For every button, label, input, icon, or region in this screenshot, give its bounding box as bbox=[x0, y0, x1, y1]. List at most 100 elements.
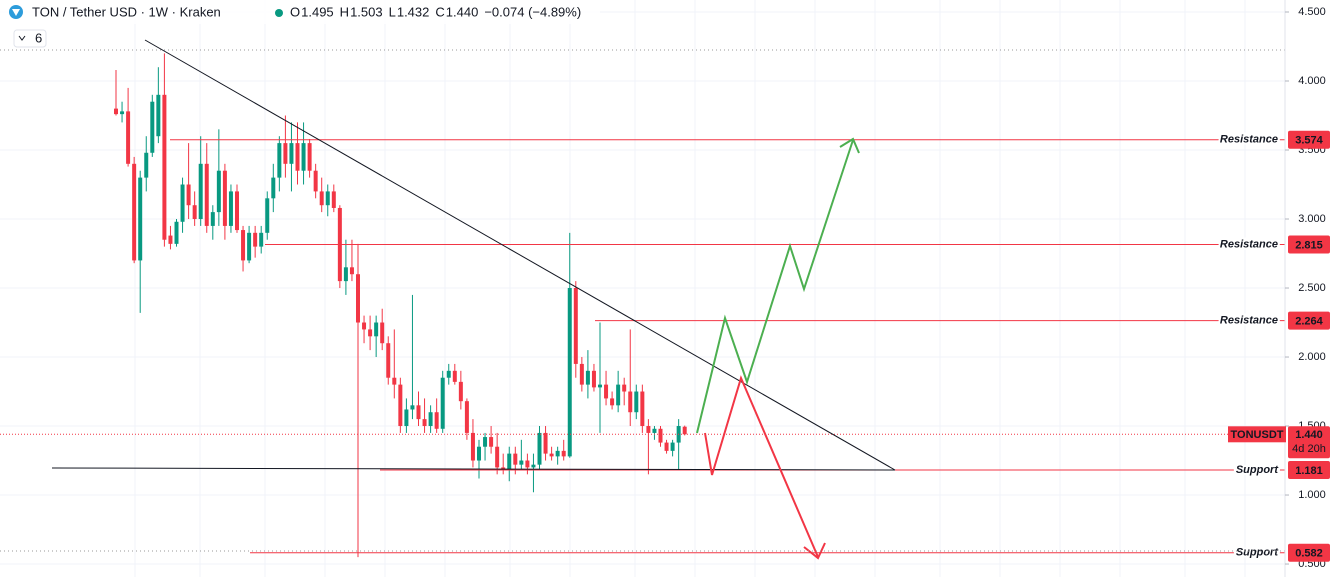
y-tick-label: 4.500 bbox=[1298, 6, 1326, 18]
level-label: Resistance bbox=[1220, 238, 1278, 250]
ohlc-label: O bbox=[290, 4, 300, 19]
candle-body bbox=[307, 143, 312, 171]
ohlc-value: 1.503 bbox=[350, 4, 383, 19]
candle-body bbox=[495, 446, 500, 468]
price-tag bbox=[1288, 426, 1330, 459]
change: −0.074 (−4.89%) bbox=[484, 4, 581, 19]
candle-body bbox=[138, 177, 143, 261]
candle-body bbox=[301, 143, 306, 171]
candle-body bbox=[555, 450, 560, 457]
plot: Resistance Resistance Resistance Support Sup… bbox=[0, 53, 1285, 561]
candle-body bbox=[658, 428, 663, 443]
candle-body bbox=[283, 143, 288, 164]
candle-body bbox=[464, 401, 469, 433]
chevron bbox=[18, 35, 26, 41]
level-value: 0.582 bbox=[1295, 548, 1323, 560]
candle-body bbox=[573, 288, 578, 364]
bull-arrowhead bbox=[839, 137, 860, 154]
level-label: Resistance bbox=[1220, 314, 1278, 326]
candle-body bbox=[470, 432, 475, 461]
ohlc-label: H bbox=[340, 4, 349, 19]
candle-body bbox=[289, 143, 294, 164]
candle-body bbox=[489, 437, 494, 447]
candle-body bbox=[640, 391, 645, 427]
trend-line bbox=[144, 39, 896, 471]
level-value: 2.815 bbox=[1295, 239, 1323, 251]
base-line bbox=[51, 467, 896, 471]
candle-body bbox=[531, 464, 536, 468]
level-tag bbox=[1288, 235, 1330, 254]
candle-body bbox=[192, 205, 197, 220]
candle-body bbox=[622, 384, 627, 392]
candle-body bbox=[295, 143, 300, 171]
ohlc-value: 1.432 bbox=[397, 4, 430, 19]
candle-body bbox=[610, 398, 615, 406]
candle-body bbox=[598, 384, 602, 388]
candle-body bbox=[241, 230, 246, 261]
candle-body bbox=[198, 163, 203, 220]
y-tick-label: 4.000 bbox=[1298, 75, 1326, 87]
candle-body bbox=[259, 232, 264, 247]
candle-body bbox=[186, 184, 191, 206]
candle-body bbox=[150, 101, 155, 153]
level-tag bbox=[1288, 311, 1330, 330]
candle-body bbox=[549, 453, 554, 457]
ohlc-label: L bbox=[389, 4, 396, 19]
candle-body bbox=[507, 453, 512, 471]
candle-body bbox=[628, 391, 633, 413]
candle-body bbox=[416, 405, 421, 420]
candle-body bbox=[428, 412, 433, 427]
candle-body bbox=[132, 163, 137, 261]
candle-body bbox=[519, 460, 524, 465]
drawings bbox=[0, 39, 1285, 560]
candle-body bbox=[604, 384, 609, 399]
level-value: 3.574 bbox=[1295, 135, 1323, 147]
price-axis: 0.5001.0001.5002.0002.5003.0003.5004.000… bbox=[1228, 6, 1330, 570]
candle-body bbox=[362, 322, 367, 330]
candle-body bbox=[422, 419, 427, 427]
header: TON / Tether USD · 1W · Kraken O 1.495 H 1.… bbox=[0, 0, 600, 48]
candle-body bbox=[222, 170, 227, 226]
candle-body bbox=[513, 453, 518, 465]
candle-body bbox=[204, 163, 209, 226]
candle-body bbox=[585, 370, 590, 385]
candle-body bbox=[525, 460, 530, 468]
candle-body bbox=[277, 143, 282, 178]
candle-body bbox=[386, 343, 391, 378]
candle-body bbox=[664, 442, 669, 451]
candle-body bbox=[216, 170, 221, 213]
candle-body bbox=[634, 391, 639, 413]
candle-body bbox=[349, 267, 354, 275]
candle-body bbox=[483, 437, 488, 447]
candle-body bbox=[228, 191, 233, 226]
ohlc-value: 1.495 bbox=[301, 4, 334, 19]
candle-body bbox=[271, 177, 276, 199]
candle-body bbox=[156, 94, 161, 137]
candle-body bbox=[368, 329, 373, 337]
price-tag-value: 1.440 bbox=[1295, 429, 1323, 441]
candle-body bbox=[410, 405, 415, 410]
candle-body bbox=[120, 111, 125, 115]
candle-body bbox=[247, 232, 252, 261]
level-tag bbox=[1288, 543, 1330, 562]
candle-body bbox=[458, 381, 463, 402]
level-label: Support bbox=[1236, 547, 1279, 559]
ohlc-value: 1.440 bbox=[446, 4, 479, 19]
candle-body bbox=[313, 170, 318, 192]
candle-body bbox=[343, 267, 348, 282]
candle-body bbox=[180, 184, 185, 222]
status-dot bbox=[275, 9, 283, 17]
candle-body bbox=[434, 412, 439, 429]
candle-body bbox=[253, 232, 258, 247]
ohlc-values: O 1.495 H 1.503 L 1.432 C 1.440 −0.074 (−4.89%) bbox=[290, 4, 581, 19]
candle-body bbox=[616, 384, 621, 406]
candle-body bbox=[567, 288, 572, 457]
candle-body bbox=[356, 274, 360, 323]
candle-body bbox=[162, 94, 167, 240]
bear-path bbox=[704, 375, 819, 558]
candle-body bbox=[325, 191, 330, 206]
candle-body bbox=[331, 191, 336, 208]
symbol-icon-mark bbox=[12, 9, 20, 16]
indicator-box[interactable] bbox=[13, 29, 47, 48]
candle-body bbox=[114, 108, 118, 115]
